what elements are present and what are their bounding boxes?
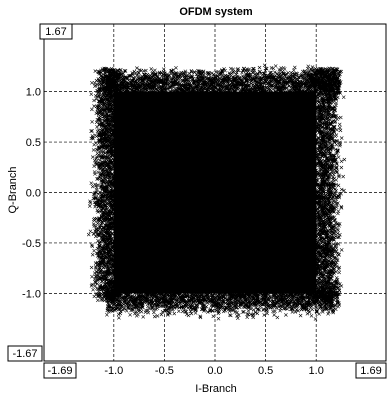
x-max-label: 1.69 [360,365,381,377]
x-tick-label: 0.0 [207,365,222,377]
y-tick-label: -0.5 [22,238,41,250]
dense-point-cloud [113,91,317,294]
x-tick-label: 1.0 [309,365,324,377]
x-tick-label: -1.0 [104,365,123,377]
y-tick-label: 0.5 [26,137,41,149]
scatter-markers [86,63,347,321]
plot-frame [43,23,387,362]
y-min-label: -1.67 [12,348,37,360]
y-axis-label: Q-Branch [7,166,19,213]
chart-title: OFDM system [179,6,253,18]
x-tick-labels: -1.0 -0.5 0.0 0.5 1.0 [104,365,323,377]
x-tick-label: 0.5 [258,365,273,377]
y-tick-label: 0.0 [26,188,41,200]
y-tick-label: 1.0 [26,87,41,99]
data-points [86,63,347,321]
y-tick-label: -1.0 [22,288,41,300]
x-min-label: -1.69 [47,365,72,377]
axis-limit-labels: 1.67 -1.67 -1.69 1.69 [7,23,387,379]
y-tick-labels: 1.0 0.5 0.0 -0.5 -1.0 [22,87,41,301]
x-tick-label: -0.5 [155,365,174,377]
x-axis-label: I-Branch [195,383,237,395]
y-max-label: 1.67 [45,26,66,38]
